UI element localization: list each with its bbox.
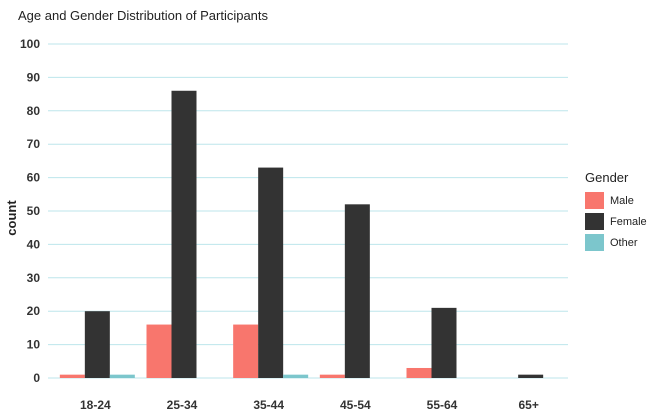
x-tick-label: 18-24 [80,398,111,412]
legend-label-other: Other [610,237,638,249]
y-tick-label: 20 [27,304,41,318]
bar-male-55-64 [406,367,432,378]
y-tick-label: 80 [27,104,41,118]
bar-female-35-44 [258,167,284,378]
y-tick-label: 30 [27,271,41,285]
bar-male-25-34 [146,324,172,378]
x-tick-label: 45-54 [340,398,371,412]
bar-female-18-24 [84,311,110,378]
y-tick-label: 50 [27,204,41,218]
bar-female-55-64 [431,307,457,378]
legend-swatch-female [585,213,604,230]
legend-swatch-male [585,192,604,209]
y-tick-label: 90 [27,70,41,84]
x-tick-label: 35-44 [253,398,284,412]
bar-other-18-24 [109,374,135,378]
legend-title: Gender [585,170,629,185]
bar-female-45-54 [344,204,370,378]
x-tick-label: 25-34 [167,398,198,412]
gridlines [48,43,568,379]
bar-male-45-54 [319,374,345,378]
bar-male-18-24 [59,374,85,378]
bars [59,90,544,378]
legend-label-male: Male [610,195,634,207]
legend: Gender Male Female Other [585,170,647,251]
y-tick-label: 100 [20,37,40,51]
y-tick-label: 70 [27,137,41,151]
bar-female-65+ [518,374,544,378]
y-tick-label: 40 [27,237,41,251]
x-tick-label: 55-64 [427,398,458,412]
x-axis-ticks: 18-24 25-34 35-44 45-54 55-64 65+ [80,398,539,412]
y-axis-title: count [4,200,19,236]
y-tick-label: 10 [27,338,41,352]
y-tick-label: 60 [27,171,41,185]
y-tick-label: 0 [33,371,40,385]
chart-title: Age and Gender Distribution of Participa… [18,8,269,23]
legend-label-female: Female [610,216,647,228]
y-axis-ticks: 0 10 20 30 40 50 60 70 80 90 100 [20,37,40,385]
x-tick-label: 65+ [518,398,538,412]
legend-swatch-other [585,234,604,251]
bar-male-35-44 [233,324,259,378]
bar-female-25-34 [171,90,197,378]
bar-other-35-44 [283,374,309,378]
